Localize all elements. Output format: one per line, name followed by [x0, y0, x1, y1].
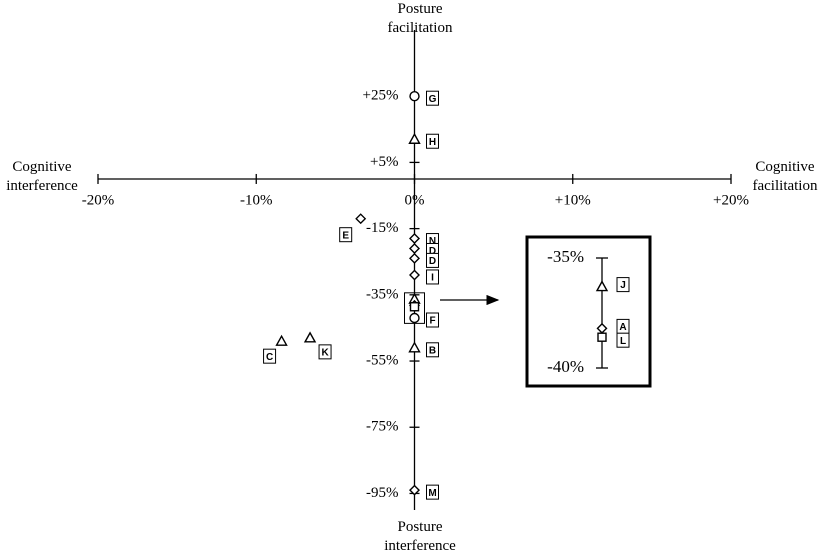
- point: [409, 252, 420, 264]
- point-label: D: [429, 246, 436, 257]
- point-label: E: [342, 230, 349, 241]
- point-label-box: [426, 312, 439, 328]
- point-label-box: [616, 277, 630, 293]
- point: [409, 91, 420, 102]
- point-label: N: [429, 236, 436, 247]
- point-label: L: [620, 336, 626, 347]
- point-label-box: [616, 332, 630, 348]
- point-label: K: [321, 348, 329, 359]
- point: [409, 233, 420, 245]
- x-tick-label: -20%: [82, 192, 115, 208]
- y-axis-title-top: Posture facilitation: [387, 1, 453, 36]
- point-label: G: [429, 94, 437, 105]
- point: [595, 280, 609, 292]
- point: [409, 302, 420, 312]
- point: [408, 341, 421, 353]
- x-axis-title-right: Cognitive facilitation: [752, 159, 818, 194]
- inset-tick-label: -40%: [547, 357, 584, 376]
- y-tick-label: -75%: [366, 419, 399, 435]
- point: [408, 132, 421, 144]
- point-label-box: [426, 484, 439, 500]
- point: [303, 331, 317, 343]
- point: [597, 332, 607, 342]
- point-label-box: [426, 90, 439, 106]
- x-axis-title-left: Cognitive interference: [6, 159, 78, 194]
- y-tick-label: -55%: [366, 352, 399, 368]
- y-tick-label: -35%: [366, 286, 399, 302]
- point-label: D: [429, 256, 436, 267]
- y-tick-label: +5%: [370, 154, 398, 170]
- inset-frame: [525, 235, 652, 388]
- point-label-box: [426, 252, 439, 268]
- point-label-box: [426, 269, 439, 285]
- point-label: C: [266, 352, 273, 363]
- point-label-box: [263, 348, 277, 364]
- point-label: J: [620, 280, 626, 291]
- point-label: M: [428, 488, 436, 499]
- inset-tick-label: -35%: [547, 247, 584, 266]
- point-label: F: [429, 316, 435, 327]
- point-label-box: [318, 344, 332, 360]
- point: [355, 213, 367, 225]
- point-label-box: [426, 342, 439, 358]
- point-label: B: [429, 345, 436, 356]
- y-tick-label: -15%: [366, 220, 399, 236]
- y-tick-label: +25%: [363, 88, 399, 104]
- zoom-box: [404, 292, 425, 324]
- point: [409, 242, 420, 254]
- point-label-box: [339, 227, 353, 243]
- point: [409, 312, 420, 324]
- x-tick-label: +20%: [713, 192, 749, 208]
- point-label: A: [619, 322, 626, 333]
- point-label: H: [429, 137, 436, 148]
- x-tick-label: -10%: [240, 192, 273, 208]
- point: [409, 269, 420, 281]
- x-tick-label: 0%: [405, 192, 425, 208]
- y-axis-title-bottom: Posture interference: [384, 519, 456, 553]
- point-label-box: [426, 133, 439, 149]
- x-tick-label: +10%: [555, 192, 591, 208]
- point-label: I: [431, 273, 434, 284]
- y-tick-label: -95%: [366, 485, 399, 501]
- point: [275, 334, 288, 346]
- point: [409, 484, 420, 496]
